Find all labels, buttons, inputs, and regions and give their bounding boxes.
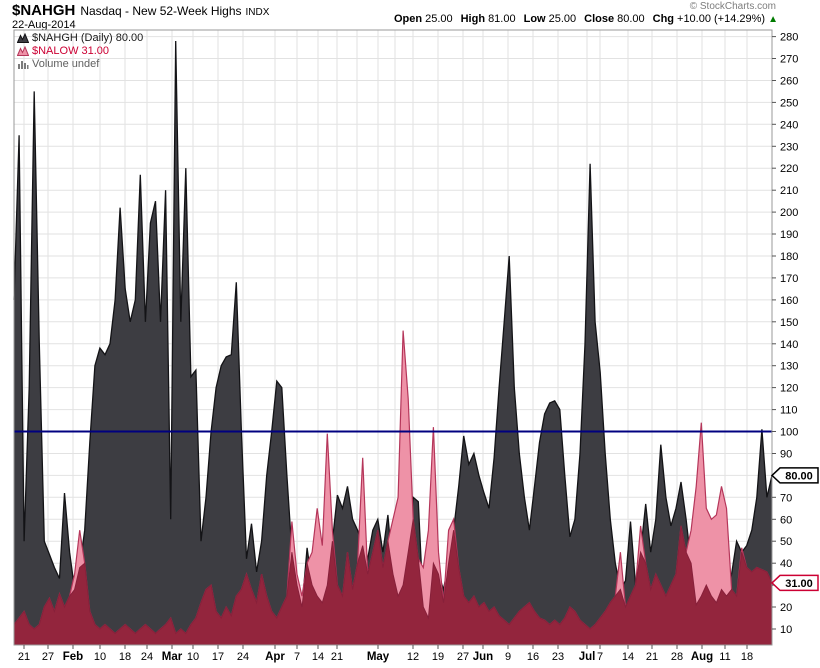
y-tick-label: 50 bbox=[780, 536, 792, 548]
chart-date: 22-Aug-2014 bbox=[12, 19, 76, 31]
area-gray-icon bbox=[17, 32, 29, 43]
price-callout-label: 31.00 bbox=[785, 578, 813, 590]
y-tick-label: 260 bbox=[780, 76, 798, 88]
x-tick-label: 17 bbox=[212, 651, 224, 663]
price-callout bbox=[770, 467, 819, 484]
symbol: $NAHGH bbox=[12, 2, 76, 19]
x-tick-label: 27 bbox=[457, 651, 469, 663]
legend-label-nalow: $NALOW 31.00 bbox=[32, 44, 110, 57]
low-value: 25.00 bbox=[548, 13, 577, 25]
y-tick-label: 120 bbox=[780, 383, 798, 395]
x-tick-label: Feb bbox=[63, 651, 83, 663]
price-callout-label: 80.00 bbox=[785, 470, 813, 482]
high-value: 81.00 bbox=[488, 13, 516, 25]
y-tick-label: 160 bbox=[780, 295, 798, 307]
x-tick-label: Jun bbox=[473, 651, 493, 663]
x-tick-label: 9 bbox=[505, 651, 511, 663]
y-tick-label: 280 bbox=[780, 32, 798, 44]
x-tick-label: 21 bbox=[646, 651, 658, 663]
nahgh-area bbox=[14, 41, 772, 645]
x-tick-label: 21 bbox=[18, 651, 30, 663]
x-tick-label: 18 bbox=[119, 651, 131, 663]
close-value: 80.00 bbox=[617, 13, 645, 25]
copyright: © StockCharts.com bbox=[689, 1, 776, 12]
x-tick-label: 7 bbox=[597, 651, 603, 663]
overlap-line bbox=[13, 519, 773, 635]
y-tick-label: 10 bbox=[780, 624, 792, 636]
title-row: $NAHGH Nasdaq - New 52-Week Highs INDX bbox=[12, 2, 269, 20]
open-label: Open bbox=[393, 13, 423, 25]
legend-label-nahgh: $NAHGH (Daily) 80.00 bbox=[32, 31, 144, 44]
close-label: Close bbox=[584, 13, 615, 25]
legend-item-nahgh: $NAHGH (Daily) 80.00 bbox=[17, 31, 143, 44]
x-tick-label: 14 bbox=[622, 651, 634, 663]
x-tick-label: 28 bbox=[671, 651, 683, 663]
legend-item-nalow: $NALOW 31.00 bbox=[17, 44, 143, 57]
area-pink-icon bbox=[17, 45, 29, 56]
x-tick-label: 18 bbox=[741, 651, 753, 663]
x-tick-label: 11 bbox=[719, 651, 730, 663]
y-tick-label: 70 bbox=[780, 492, 792, 504]
exchange-label: INDX bbox=[245, 7, 270, 18]
ohlc-readout: Open 25.00 High 81.00 Low 25.00 Close 80.00 Chg +… bbox=[394, 13, 778, 25]
y-tick-label: 130 bbox=[780, 361, 798, 373]
x-tick-label: 24 bbox=[141, 651, 153, 663]
y-tick-label: 140 bbox=[780, 339, 798, 351]
volume-bars-icon bbox=[17, 59, 29, 69]
y-tick-label: 180 bbox=[780, 251, 798, 263]
x-tick-label: 24 bbox=[237, 651, 249, 663]
chg-value: +10.00 (+14.29%) bbox=[677, 13, 766, 25]
price-callout bbox=[770, 574, 819, 592]
page-title: Nasdaq - New 52-Week Highs bbox=[80, 4, 242, 18]
low-label: Low bbox=[523, 13, 546, 25]
chg-label: Chg bbox=[652, 13, 675, 25]
y-tick-label: 210 bbox=[780, 185, 798, 197]
y-tick-label: 110 bbox=[780, 405, 798, 417]
x-tick-label: Apr bbox=[265, 651, 285, 663]
x-tick-label: 27 bbox=[42, 651, 54, 663]
y-tick-label: 250 bbox=[780, 97, 798, 109]
x-tick-label: 21 bbox=[331, 651, 343, 663]
x-tick-label: 14 bbox=[312, 651, 324, 663]
y-tick-label: 150 bbox=[780, 317, 798, 329]
y-tick-label: 240 bbox=[780, 119, 798, 131]
overlap-area bbox=[14, 519, 772, 645]
x-tick-label: Jul bbox=[579, 651, 596, 663]
y-tick-label: 200 bbox=[780, 207, 798, 219]
y-tick-label: 100 bbox=[780, 427, 798, 439]
x-tick-label: Mar bbox=[162, 651, 183, 663]
x-tick-label: 12 bbox=[407, 651, 419, 663]
y-tick-label: 190 bbox=[780, 229, 798, 241]
y-tick-label: 230 bbox=[780, 141, 798, 153]
y-tick-label: 220 bbox=[780, 163, 798, 175]
high-label: High bbox=[460, 13, 486, 25]
y-tick-label: 20 bbox=[780, 602, 792, 614]
open-value: 25.00 bbox=[425, 13, 453, 25]
plot-border bbox=[13, 29, 773, 646]
x-tick-label: 23 bbox=[552, 651, 564, 663]
y-tick-label: 270 bbox=[780, 54, 798, 66]
x-tick-label: May bbox=[367, 651, 390, 663]
x-tick-label: 16 bbox=[527, 651, 539, 663]
legend-label-volume: Volume undef bbox=[32, 57, 100, 70]
chart-legend: $NAHGH (Daily) 80.00 $NALOW 31.00 Volume… bbox=[17, 31, 143, 70]
chg-up-arrow-icon: ▲ bbox=[768, 14, 778, 25]
y-tick-label: 170 bbox=[780, 273, 798, 285]
y-tick-label: 90 bbox=[780, 449, 792, 461]
legend-item-volume: Volume undef bbox=[17, 57, 143, 70]
x-tick-label: 7 bbox=[294, 651, 300, 663]
y-tick-label: 60 bbox=[780, 514, 792, 526]
y-tick-label: 40 bbox=[780, 558, 792, 570]
x-tick-label: 19 bbox=[432, 651, 444, 663]
x-tick-label: 10 bbox=[94, 651, 106, 663]
x-tick-label: 10 bbox=[187, 651, 199, 663]
x-tick-label: Aug bbox=[691, 651, 713, 663]
